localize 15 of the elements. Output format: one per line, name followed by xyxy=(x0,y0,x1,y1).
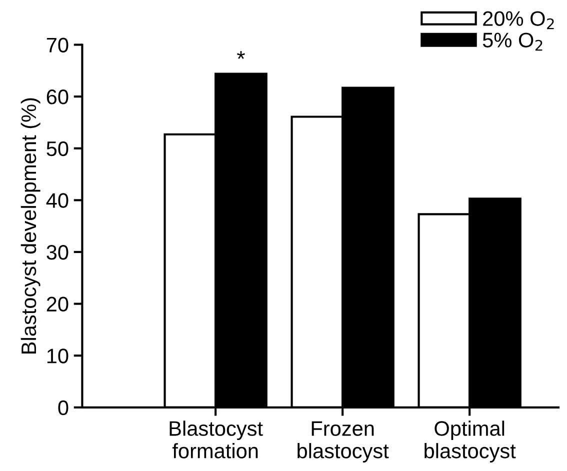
y-tick-label: 60 xyxy=(46,90,68,104)
x-tick-label: Blastocyst formation xyxy=(170,420,263,458)
legend-label: 5% O$_{2}$ xyxy=(482,32,542,51)
y-tick-label: 0 xyxy=(58,400,68,416)
legend-label: 20% O$_{2}$ xyxy=(483,11,554,30)
y-tick-label: 10 xyxy=(47,348,68,364)
y-tick-label: 40 xyxy=(46,193,68,208)
annotation: * xyxy=(237,51,245,59)
x-tick-label: Frozen blastocyst xyxy=(298,421,389,462)
y-tick-label: 50 xyxy=(46,141,68,156)
x-tick-label: Optimal blastocyst xyxy=(424,420,516,462)
y-tick-label: 30 xyxy=(46,244,68,260)
y-axis-title: Blastocyst development (%) xyxy=(20,98,40,354)
y-tick-label: 20 xyxy=(46,296,68,312)
y-tick-label: 70 xyxy=(46,38,68,52)
